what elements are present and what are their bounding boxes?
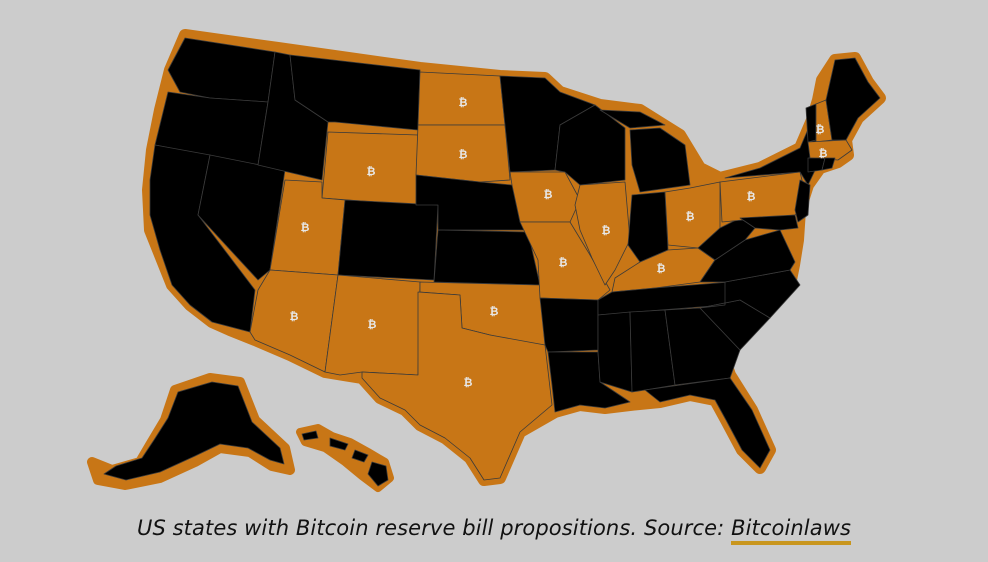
state-south-dakota[interactable] [415, 124, 511, 183]
btc-icon-texas: ₿ [464, 376, 473, 389]
btc-icon-ohio: ₿ [686, 210, 695, 223]
state-nebraska[interactable] [415, 174, 526, 231]
state-georgia[interactable] [664, 307, 741, 386]
btc-icon-new-mexico: ₿ [368, 318, 377, 331]
state-texas[interactable] [361, 291, 553, 481]
state-mississippi[interactable] [597, 311, 633, 393]
btc-icon-utah: ₿ [301, 221, 310, 234]
btc-icon-pennsylvania: ₿ [747, 190, 756, 203]
state-rhode-island[interactable] [821, 157, 836, 171]
state-florida[interactable] [644, 377, 771, 469]
state-colorado[interactable] [337, 199, 439, 281]
btc-icon-wyoming: ₿ [367, 165, 376, 178]
state-arkansas[interactable] [539, 297, 599, 353]
btc-icon-south-dakota: ₿ [459, 148, 468, 161]
us-map: ₿ ₿ ₿ ₿ ₿ ₿ ₿ ₿ ₿ ₿ ₿ ₿ ₿ ₿ ₿ ₿ [87, 29, 886, 492]
states [103, 37, 881, 487]
state-massachusetts[interactable] [807, 139, 853, 161]
state-maine[interactable] [825, 57, 881, 141]
btc-icon-illinois: ₿ [602, 224, 611, 237]
state-missouri[interactable] [519, 221, 611, 301]
state-hawaii[interactable] [301, 430, 389, 487]
state-illinois[interactable] [574, 181, 631, 286]
bitcoin-markers: ₿ ₿ ₿ ₿ ₿ ₿ ₿ ₿ ₿ ₿ ₿ ₿ ₿ ₿ ₿ ₿ [290, 96, 828, 389]
btc-icon-oklahoma: ₿ [490, 305, 499, 318]
btc-icon-kentucky: ₿ [657, 262, 666, 275]
state-vermont[interactable] [805, 103, 817, 143]
btc-icon-north-dakota: ₿ [459, 96, 468, 109]
state-montana[interactable] [289, 54, 421, 131]
state-indiana[interactable] [627, 191, 669, 263]
state-kansas[interactable] [433, 229, 541, 286]
btc-icon-arizona: ₿ [290, 310, 299, 323]
btc-icon-iowa: ₿ [544, 188, 553, 201]
hawaii-outline [296, 424, 394, 492]
btc-icon-new-hampshire: ₿ [816, 123, 825, 136]
btc-icon-massachusetts: ₿ [819, 147, 828, 160]
state-alaska[interactable] [103, 381, 285, 481]
map-caption: US states with Bitcoin reserve bill prop… [0, 516, 988, 545]
source-link[interactable]: Bitcoinlaws [731, 516, 852, 545]
state-maryland[interactable] [739, 214, 799, 231]
state-michigan[interactable] [599, 109, 691, 193]
state-new-jersey[interactable] [794, 179, 811, 223]
btc-icon-missouri: ₿ [559, 256, 568, 269]
state-wisconsin[interactable] [554, 104, 626, 186]
caption-text: US states with Bitcoin reserve bill prop… [136, 516, 732, 540]
